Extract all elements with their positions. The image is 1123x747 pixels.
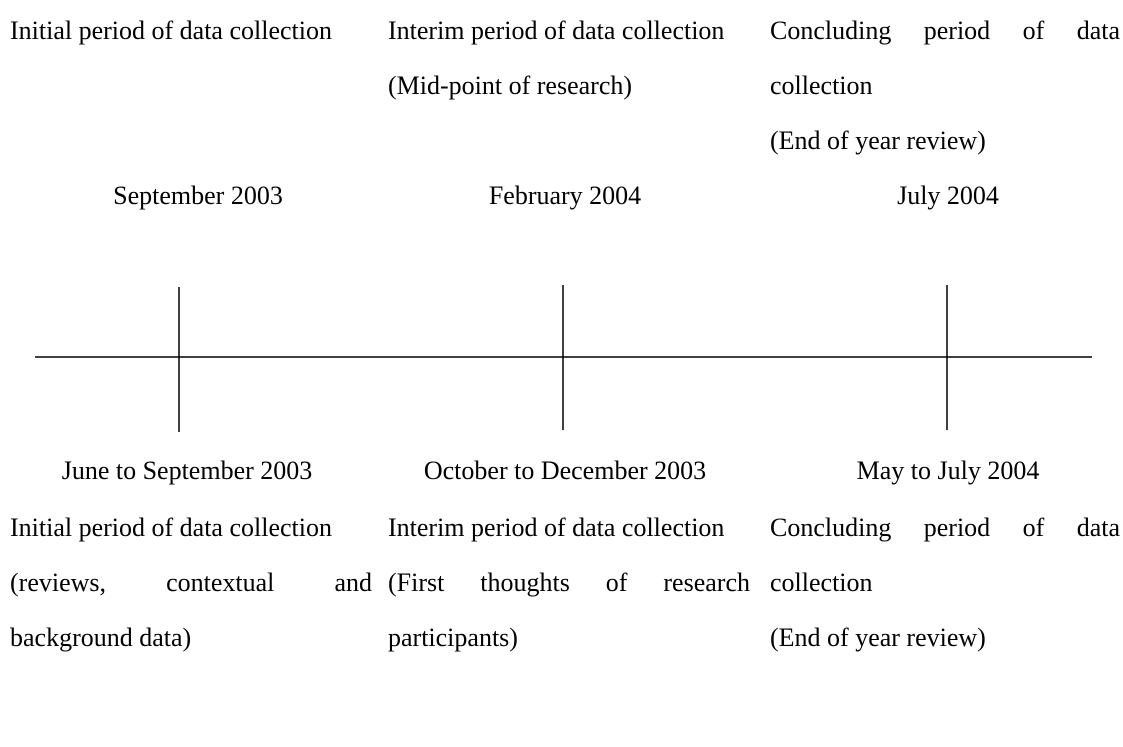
heading: Interim period of data collection bbox=[388, 16, 725, 45]
note: (End of year review) bbox=[770, 623, 986, 652]
top-block: Concluding period of data collection (En… bbox=[770, 3, 1120, 168]
top-block: Initial period of data collection bbox=[10, 3, 372, 58]
heading: Interim period of data collection bbox=[388, 513, 725, 542]
date: September 2003 bbox=[113, 181, 283, 210]
date: February 2004 bbox=[488, 181, 642, 210]
note: (First thoughts of research participants… bbox=[388, 568, 750, 652]
heading: Initial period of data collection bbox=[10, 513, 332, 542]
date: October to December 2003 bbox=[423, 456, 707, 485]
bottom-block: Interim period of data collection (First… bbox=[388, 500, 750, 665]
note: (End of year review) bbox=[770, 126, 986, 155]
heading: Concluding period of data collection bbox=[770, 513, 1120, 597]
bottom-block: Concluding period of data collection (En… bbox=[770, 500, 1120, 665]
heading: Initial period of data collection bbox=[10, 16, 332, 45]
bottom-block: Initial period of data collection (revie… bbox=[10, 500, 372, 665]
date: June to September 2003 bbox=[61, 456, 313, 485]
note: (Mid-point of research) bbox=[388, 71, 633, 100]
top-block: Interim period of data collection (Mid-p… bbox=[388, 3, 750, 113]
date: May to July 2004 bbox=[856, 456, 1040, 485]
date: July 2004 bbox=[897, 181, 999, 210]
heading: Concluding period of data collection bbox=[770, 16, 1120, 100]
note: (reviews, contextual and background data… bbox=[10, 568, 372, 652]
